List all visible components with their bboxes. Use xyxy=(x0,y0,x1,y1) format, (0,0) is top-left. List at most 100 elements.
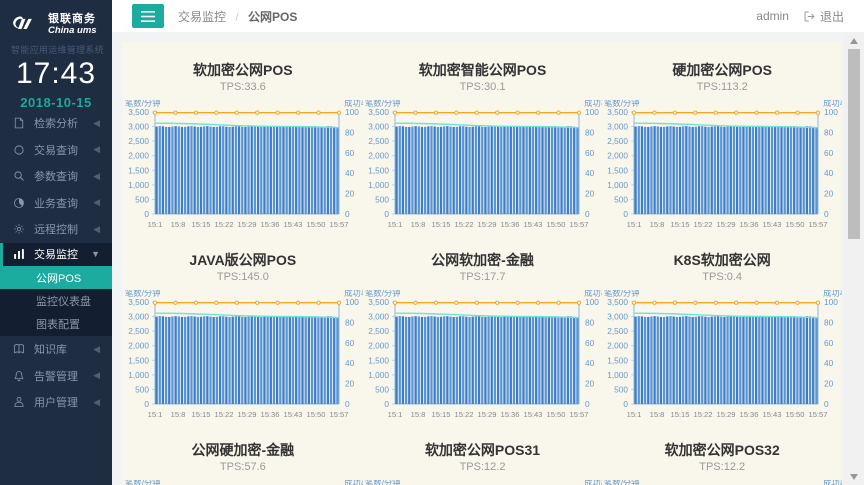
svg-text:15:29: 15:29 xyxy=(717,410,736,419)
svg-text:笔数/分钟: 笔数/分钟 xyxy=(604,100,640,108)
svg-text:1,500: 1,500 xyxy=(368,165,389,175)
svg-text:15:36: 15:36 xyxy=(260,410,279,419)
svg-text:2,500: 2,500 xyxy=(368,326,389,336)
svg-text:2,500: 2,500 xyxy=(608,136,629,146)
svg-text:80: 80 xyxy=(824,317,834,327)
svg-text:100: 100 xyxy=(585,107,599,117)
svg-text:40: 40 xyxy=(585,168,595,178)
svg-text:15:50: 15:50 xyxy=(306,220,325,229)
svg-text:3,000: 3,000 xyxy=(128,312,149,322)
svg-text:15:57: 15:57 xyxy=(569,220,588,229)
svg-text:笔数/分钟: 笔数/分钟 xyxy=(125,100,161,108)
svg-text:15:50: 15:50 xyxy=(546,220,565,229)
svg-text:15:8: 15:8 xyxy=(650,220,665,229)
svg-text:40: 40 xyxy=(824,358,834,368)
svg-text:笔数/分钟: 笔数/分钟 xyxy=(125,480,161,485)
svg-text:1,500: 1,500 xyxy=(128,355,149,365)
svg-text:2,000: 2,000 xyxy=(608,341,629,351)
svg-text:0: 0 xyxy=(624,209,629,219)
svg-text:0: 0 xyxy=(345,399,350,409)
svg-text:15:57: 15:57 xyxy=(329,220,348,229)
svg-text:15:8: 15:8 xyxy=(171,220,186,229)
svg-text:1,000: 1,000 xyxy=(128,370,149,380)
svg-text:15:22: 15:22 xyxy=(214,220,233,229)
svg-text:15:1: 15:1 xyxy=(148,220,163,229)
svg-text:1,000: 1,000 xyxy=(608,370,629,380)
svg-text:500: 500 xyxy=(135,194,149,204)
svg-text:15:15: 15:15 xyxy=(191,410,210,419)
svg-text:15:15: 15:15 xyxy=(431,220,450,229)
svg-text:40: 40 xyxy=(824,168,834,178)
svg-text:笔数/分钟: 笔数/分钟 xyxy=(365,480,401,485)
svg-text:100: 100 xyxy=(824,297,838,307)
svg-text:15:43: 15:43 xyxy=(523,410,542,419)
svg-text:40: 40 xyxy=(345,168,355,178)
svg-text:80: 80 xyxy=(824,127,834,137)
svg-text:15:22: 15:22 xyxy=(454,220,473,229)
svg-text:1,500: 1,500 xyxy=(128,165,149,175)
svg-text:80: 80 xyxy=(585,317,595,327)
svg-text:3,500: 3,500 xyxy=(608,107,629,117)
svg-text:3,500: 3,500 xyxy=(128,107,149,117)
svg-text:0: 0 xyxy=(624,399,629,409)
svg-text:15:22: 15:22 xyxy=(694,410,713,419)
svg-text:2,500: 2,500 xyxy=(128,326,149,336)
svg-text:3,500: 3,500 xyxy=(128,297,149,307)
svg-text:0: 0 xyxy=(585,209,590,219)
svg-text:15:15: 15:15 xyxy=(671,410,690,419)
svg-text:2,000: 2,000 xyxy=(608,151,629,161)
svg-text:20: 20 xyxy=(585,379,595,389)
svg-text:1,000: 1,000 xyxy=(128,180,149,190)
svg-text:15:29: 15:29 xyxy=(717,220,736,229)
svg-text:40: 40 xyxy=(585,358,595,368)
svg-text:15:43: 15:43 xyxy=(283,220,302,229)
svg-text:2,000: 2,000 xyxy=(128,151,149,161)
svg-text:2,000: 2,000 xyxy=(368,341,389,351)
svg-text:15:29: 15:29 xyxy=(237,220,256,229)
svg-text:1,500: 1,500 xyxy=(368,355,389,365)
svg-text:15:29: 15:29 xyxy=(477,410,496,419)
svg-text:20: 20 xyxy=(585,189,595,199)
svg-text:2,500: 2,500 xyxy=(368,136,389,146)
svg-text:3,000: 3,000 xyxy=(368,122,389,132)
svg-text:15:1: 15:1 xyxy=(627,410,642,419)
svg-text:15:36: 15:36 xyxy=(260,220,279,229)
svg-text:3,500: 3,500 xyxy=(608,297,629,307)
svg-text:3,000: 3,000 xyxy=(368,312,389,322)
svg-text:15:29: 15:29 xyxy=(237,410,256,419)
svg-text:笔数/分钟: 笔数/分钟 xyxy=(604,290,640,298)
svg-text:0: 0 xyxy=(144,399,149,409)
svg-text:15:1: 15:1 xyxy=(387,410,402,419)
svg-text:15:1: 15:1 xyxy=(627,220,642,229)
svg-text:成功率: 成功率 xyxy=(823,480,842,485)
svg-text:60: 60 xyxy=(824,338,834,348)
svg-text:15:15: 15:15 xyxy=(431,410,450,419)
svg-text:15:57: 15:57 xyxy=(809,220,828,229)
svg-text:3,000: 3,000 xyxy=(608,312,629,322)
svg-text:15:50: 15:50 xyxy=(546,410,565,419)
svg-text:100: 100 xyxy=(824,107,838,117)
svg-text:15:36: 15:36 xyxy=(500,220,519,229)
svg-text:0: 0 xyxy=(384,399,389,409)
svg-text:笔数/分钟: 笔数/分钟 xyxy=(365,290,401,298)
svg-text:成功率: 成功率 xyxy=(584,290,603,298)
svg-text:15:8: 15:8 xyxy=(410,410,425,419)
svg-text:15:29: 15:29 xyxy=(477,220,496,229)
svg-text:15:15: 15:15 xyxy=(671,220,690,229)
svg-text:2,500: 2,500 xyxy=(128,136,149,146)
svg-text:500: 500 xyxy=(375,194,389,204)
svg-text:1,000: 1,000 xyxy=(368,180,389,190)
svg-text:成功率: 成功率 xyxy=(584,480,603,485)
svg-text:20: 20 xyxy=(824,189,834,199)
svg-text:成功率: 成功率 xyxy=(823,290,842,298)
svg-text:15:36: 15:36 xyxy=(740,410,759,419)
svg-text:1,500: 1,500 xyxy=(608,165,629,175)
svg-text:15:50: 15:50 xyxy=(786,220,805,229)
svg-text:15:57: 15:57 xyxy=(569,410,588,419)
svg-text:成功率: 成功率 xyxy=(823,100,842,108)
svg-text:3,500: 3,500 xyxy=(368,297,389,307)
svg-text:15:15: 15:15 xyxy=(191,220,210,229)
svg-text:20: 20 xyxy=(345,189,355,199)
svg-text:0: 0 xyxy=(824,209,829,219)
svg-text:40: 40 xyxy=(345,358,355,368)
